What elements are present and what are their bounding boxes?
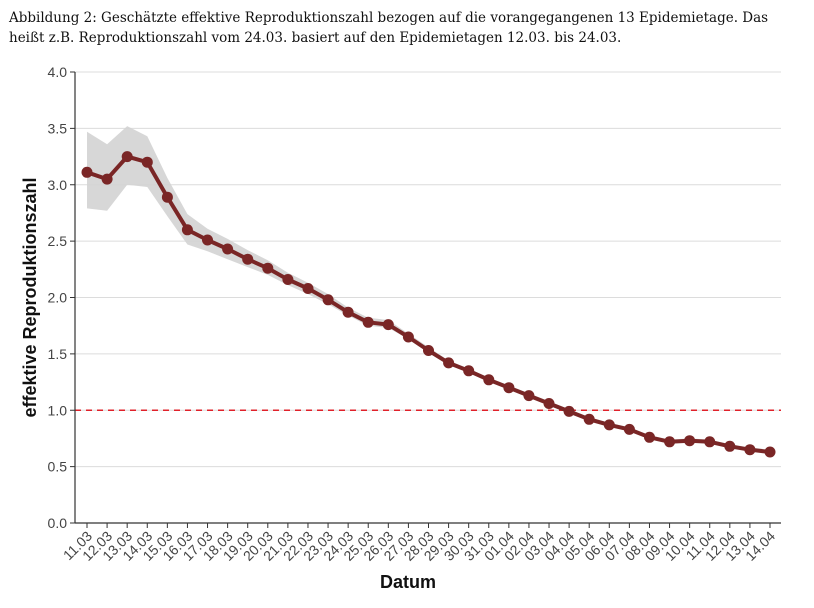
y-tick-label: 1.0: [48, 402, 68, 418]
data-point: [684, 435, 696, 447]
data-point: [81, 166, 93, 178]
data-point: [543, 398, 555, 409]
data-point: [523, 390, 535, 402]
y-axis-title: effektive Reproduktionszahl: [20, 177, 40, 417]
data-point: [603, 419, 615, 431]
data-point: [121, 151, 133, 163]
gridlines: [75, 71, 781, 524]
series-line: [86, 154, 771, 454]
data-point: [222, 243, 234, 255]
data-point: [322, 294, 334, 306]
data-point: [101, 173, 113, 185]
data-point: [563, 405, 575, 417]
data-point: [161, 191, 173, 203]
data-point: [744, 444, 756, 456]
y-tick-label: 1.5: [48, 346, 68, 362]
data-point: [704, 436, 716, 448]
y-tick-labels: 0.0 0.5 1.0 1.5 2.0 2.5 3.0 3.5 4.0: [48, 64, 68, 531]
y-tick-label: 3.5: [48, 120, 68, 136]
data-point: [202, 234, 213, 246]
data-point: [503, 382, 515, 394]
data-point: [362, 316, 374, 328]
x-axis-title: Datum: [380, 572, 436, 592]
y-tick-label: 0.0: [48, 515, 68, 531]
caption-line-2: heißt z.B. Reproduktionszahl vom 24.03. …: [9, 30, 622, 46]
data-point: [302, 283, 314, 294]
y-tick-label: 4.0: [48, 64, 68, 80]
data-point: [242, 253, 254, 265]
data-point: [382, 319, 394, 331]
data-point: [664, 436, 676, 448]
data-point: [181, 224, 193, 236]
data-point: [764, 446, 776, 458]
y-tick-label: 2.5: [48, 233, 68, 249]
y-tick-label: 0.5: [48, 459, 68, 475]
data-point: [342, 306, 354, 318]
data-point: [724, 440, 736, 452]
data-point: [644, 431, 655, 443]
data-point: [282, 274, 294, 285]
data-point: [483, 374, 495, 386]
data-point: [402, 331, 414, 343]
data-point: [141, 156, 153, 168]
figure-caption: Abbildung 2: Geschätzte effektive Reprod…: [9, 8, 805, 48]
x-tick-labels: 11.0312.0313.0314.0315.0316.0317.0318.03…: [60, 528, 778, 564]
data-point: [463, 365, 475, 377]
data-point: [623, 423, 635, 435]
caption-line-1: Abbildung 2: Geschätzte effektive Reprod…: [9, 10, 769, 26]
y-tick-label: 2.0: [48, 290, 68, 306]
data-point: [443, 357, 455, 369]
data-point: [583, 413, 595, 425]
data-points: [81, 151, 776, 458]
data-point: [262, 262, 274, 274]
y-tick-label: 3.0: [48, 177, 68, 193]
data-point: [423, 345, 434, 356]
confidence-band: [87, 126, 770, 454]
axes: [70, 71, 781, 528]
